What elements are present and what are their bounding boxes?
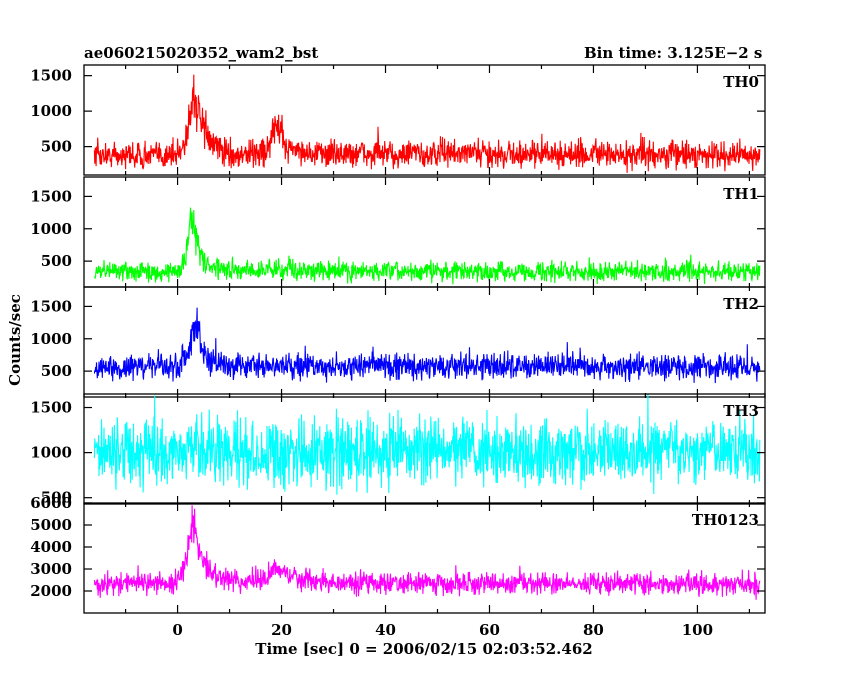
- panel-th0: 500 1000 1500 TH0: [30, 64, 766, 176]
- y-tick-label: 4000: [30, 538, 72, 556]
- x-tick-label: 80: [583, 621, 604, 639]
- panel-label: TH3: [723, 402, 759, 420]
- panel-frame: [83, 393, 766, 505]
- y-tick-label: 1000: [30, 102, 72, 120]
- panel-frame: [83, 286, 766, 398]
- series-th1: [94, 207, 761, 285]
- panel-label: TH1: [723, 185, 759, 203]
- x-tick-label: 60: [479, 621, 500, 639]
- x-axis-label: Time [sec] 0 = 2006/02/15 02:03:52.462: [255, 640, 592, 658]
- series-th3: [93, 394, 761, 495]
- x-tick-label: 40: [375, 621, 396, 639]
- panel-th3: 500 1000 1500 TH3: [30, 393, 766, 507]
- panel-th2: 500 1000 1500 TH2: [30, 286, 766, 398]
- y-tick-label: 1500: [30, 399, 72, 417]
- y-tick-label: 1000: [30, 444, 72, 462]
- panel-label: TH0: [723, 73, 759, 91]
- panel-th0123: 2000 3000 4000 5000 6000 TH0123: [30, 494, 766, 614]
- x-tick-label: 20: [271, 621, 292, 639]
- y-axis-label: Counts/sec: [6, 294, 24, 386]
- y-tick-label: 500: [41, 362, 72, 380]
- panel-label: TH0123: [692, 511, 759, 529]
- y-tick-label: 2000: [30, 582, 72, 600]
- panel-th1: 500 1000 1500 TH1: [30, 176, 766, 288]
- y-tick-label: 1500: [30, 187, 72, 205]
- panel-frame: [83, 502, 766, 614]
- x-tick-label: 100: [682, 621, 713, 639]
- bin-time-label: Bin time: 3.125E−2 s: [584, 44, 763, 62]
- y-tick-label: 1000: [30, 330, 72, 348]
- y-tick-label: 3000: [30, 560, 72, 578]
- chart-title: ae060215020352_wam2_bst: [84, 44, 319, 62]
- series-th2: [93, 307, 761, 384]
- y-tick-label: 500: [41, 138, 72, 156]
- y-tick-label: 500: [41, 252, 72, 270]
- y-tick-label: 5000: [30, 516, 72, 534]
- y-tick-label: 1000: [30, 220, 72, 238]
- panel-frame: [83, 64, 766, 176]
- series-th0: [93, 74, 761, 173]
- panel-label: TH2: [723, 295, 759, 313]
- y-tick-label: 1500: [30, 297, 72, 315]
- series-th0123: [93, 505, 761, 600]
- y-tick-label: 500: [41, 489, 72, 507]
- y-tick-label: 6000: [30, 494, 72, 512]
- y-tick-label: 1500: [30, 67, 72, 85]
- x-tick-label: 0: [172, 621, 182, 639]
